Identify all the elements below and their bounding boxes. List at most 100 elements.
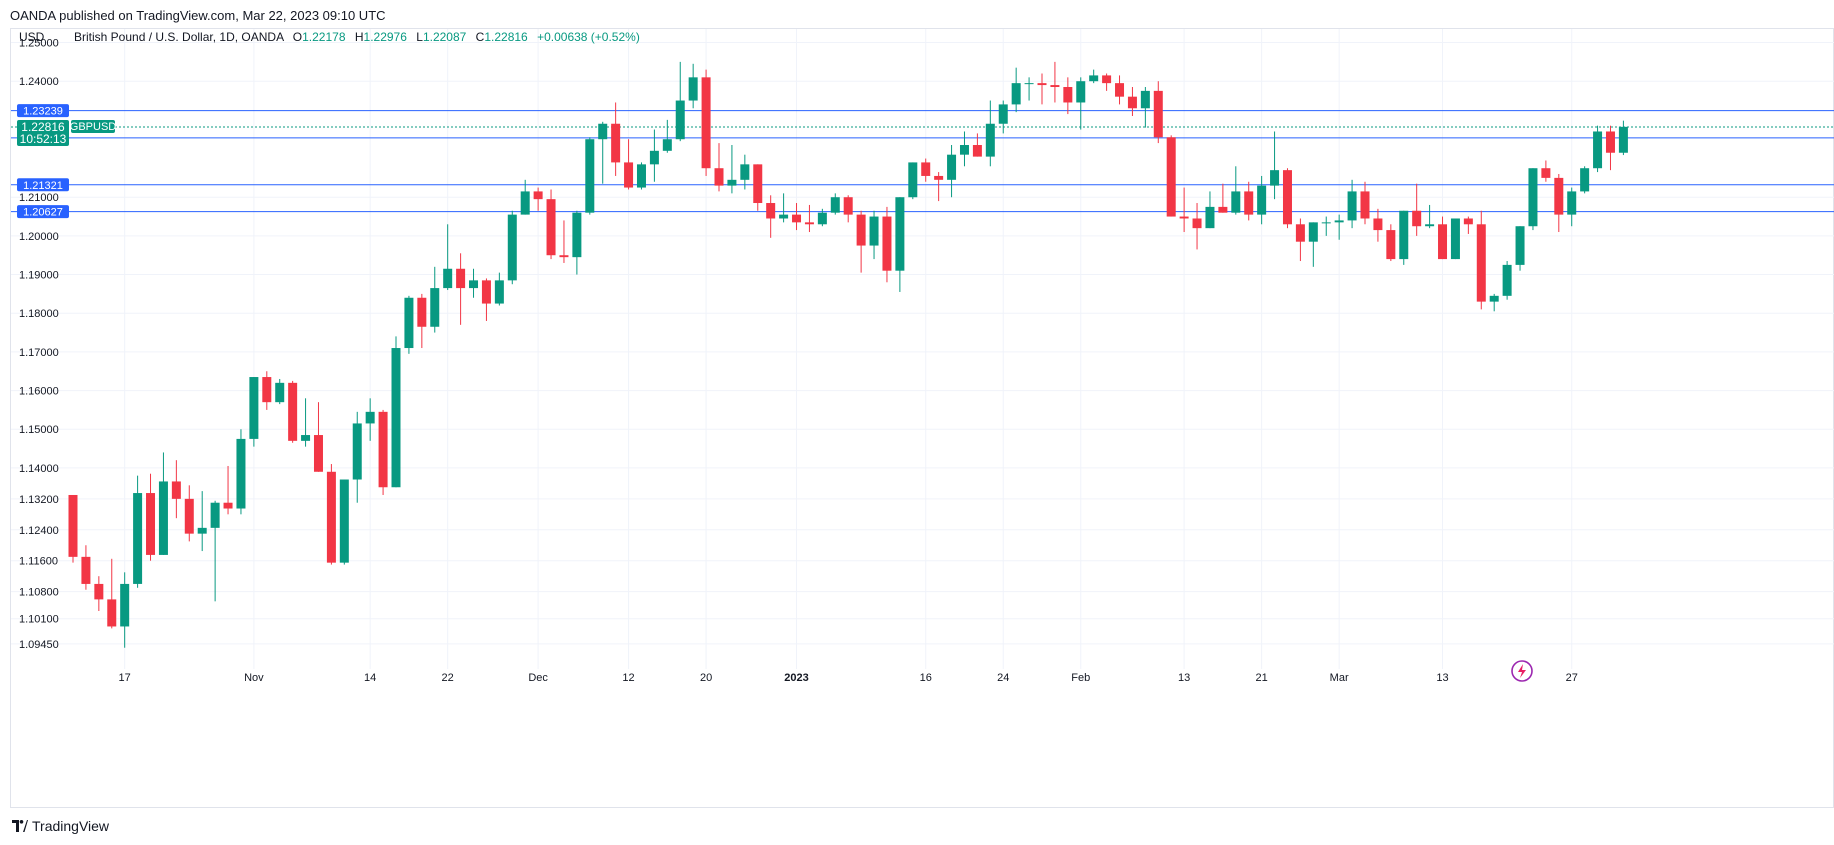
candle-down xyxy=(882,206,892,283)
candle-down xyxy=(1153,81,1163,144)
y-tick-label: 1.11600 xyxy=(19,556,58,568)
candle-body xyxy=(753,164,763,204)
low-value: 1.22087 xyxy=(423,30,467,44)
candle-down xyxy=(1050,61,1060,103)
candle-up xyxy=(1257,175,1267,225)
candle-up xyxy=(662,119,672,153)
candle-down xyxy=(456,253,466,325)
candle-up xyxy=(507,210,517,285)
candle-up xyxy=(158,452,168,555)
candle-down xyxy=(262,371,272,410)
candle-up xyxy=(120,572,130,648)
x-tick-label: 21 xyxy=(1256,672,1268,684)
candle-up xyxy=(197,491,207,552)
candle-up xyxy=(1489,293,1499,312)
footer-brand[interactable]: TradingView xyxy=(12,818,109,834)
candle-down xyxy=(326,464,336,565)
currency-label: USD xyxy=(19,30,45,44)
legend-row: British Pound / U.S. Dollar, 1D, OANDA O… xyxy=(74,30,640,44)
candle-body xyxy=(1450,218,1460,260)
candle-up xyxy=(430,266,440,333)
candles xyxy=(68,61,1628,648)
candle-body xyxy=(352,423,362,480)
grid-layer xyxy=(11,29,1834,669)
candle-body xyxy=(662,139,672,151)
candle-body xyxy=(998,104,1008,124)
candle-down xyxy=(934,172,944,202)
candle-body xyxy=(404,297,414,349)
candle-body xyxy=(197,527,207,534)
candle-down xyxy=(184,485,194,542)
candle-up xyxy=(572,210,582,275)
candle-up xyxy=(494,272,504,306)
candle-body xyxy=(1360,191,1370,219)
x-tick-label: 16 xyxy=(920,672,932,684)
candle-up xyxy=(1308,222,1318,267)
candle-down xyxy=(1386,224,1396,262)
candle-up xyxy=(1024,77,1034,101)
candle-up xyxy=(1076,77,1086,130)
x-tick-label: 13 xyxy=(1178,672,1190,684)
y-tick-label: 1.16000 xyxy=(19,386,59,398)
candle-down xyxy=(921,158,931,182)
candle-up xyxy=(598,121,608,184)
candle-up xyxy=(1450,218,1460,260)
candle-body xyxy=(921,162,931,176)
x-tick-label: 12 xyxy=(622,672,634,684)
candle-body xyxy=(1231,191,1241,213)
candle-down xyxy=(1373,208,1383,242)
candle-body xyxy=(1463,218,1473,225)
y-tick-label: 1.24000 xyxy=(19,76,59,88)
candle-body xyxy=(1438,224,1448,260)
candle-body xyxy=(443,268,453,289)
candle-up xyxy=(727,145,737,194)
close-value: 1.22816 xyxy=(484,30,528,44)
candle-body xyxy=(598,123,608,140)
hline-label-box xyxy=(17,104,69,118)
candle-up xyxy=(1347,179,1357,229)
last-price-tag: 1.22816 10:52:13 GBPUSD xyxy=(17,119,116,146)
candle-body xyxy=(792,214,802,223)
candle-down xyxy=(94,576,104,611)
lightning-icon[interactable] xyxy=(1511,660,1533,682)
candle-body xyxy=(1063,87,1073,103)
y-tick-label: 1.09450 xyxy=(19,639,59,651)
x-tick-label: Dec xyxy=(528,672,548,684)
candle-body xyxy=(1476,224,1486,302)
candle-body xyxy=(430,288,440,327)
candle-up xyxy=(1334,214,1344,240)
candle-up xyxy=(352,411,362,503)
candle-down xyxy=(223,465,233,515)
candle-body xyxy=(869,216,879,246)
candle-body xyxy=(1373,218,1383,231)
x-tick-label: Mar xyxy=(1330,672,1349,684)
candle-body xyxy=(520,191,530,215)
candle-down xyxy=(766,195,776,238)
candle-up xyxy=(404,295,414,354)
candle-down xyxy=(1282,168,1292,229)
candle-down xyxy=(171,460,181,519)
y-tick-label: 1.10800 xyxy=(19,587,59,599)
candle-body xyxy=(262,377,272,403)
candle-up xyxy=(1515,226,1525,271)
candle-down xyxy=(378,409,388,495)
candle-body xyxy=(1399,210,1409,260)
candle-up xyxy=(365,398,375,441)
x-axis: 17 Nov 14 22 Dec 12 20 2023 16 24 Feb 13 21 Mar 13 27 xyxy=(119,672,1578,684)
candle-down xyxy=(753,164,763,211)
y-tick-label: 1.19000 xyxy=(19,270,59,282)
candle-down xyxy=(1244,181,1254,221)
high-label: H xyxy=(355,30,364,44)
candle-body xyxy=(636,164,646,188)
candle-body xyxy=(843,197,853,215)
candle-body xyxy=(908,162,918,198)
candle-body xyxy=(1192,218,1202,229)
candle-down xyxy=(313,402,323,472)
candle-body xyxy=(288,382,298,441)
candle-body xyxy=(546,199,556,256)
candle-body xyxy=(1011,83,1021,105)
candle-body xyxy=(391,348,401,488)
candle-up xyxy=(1011,67,1021,113)
